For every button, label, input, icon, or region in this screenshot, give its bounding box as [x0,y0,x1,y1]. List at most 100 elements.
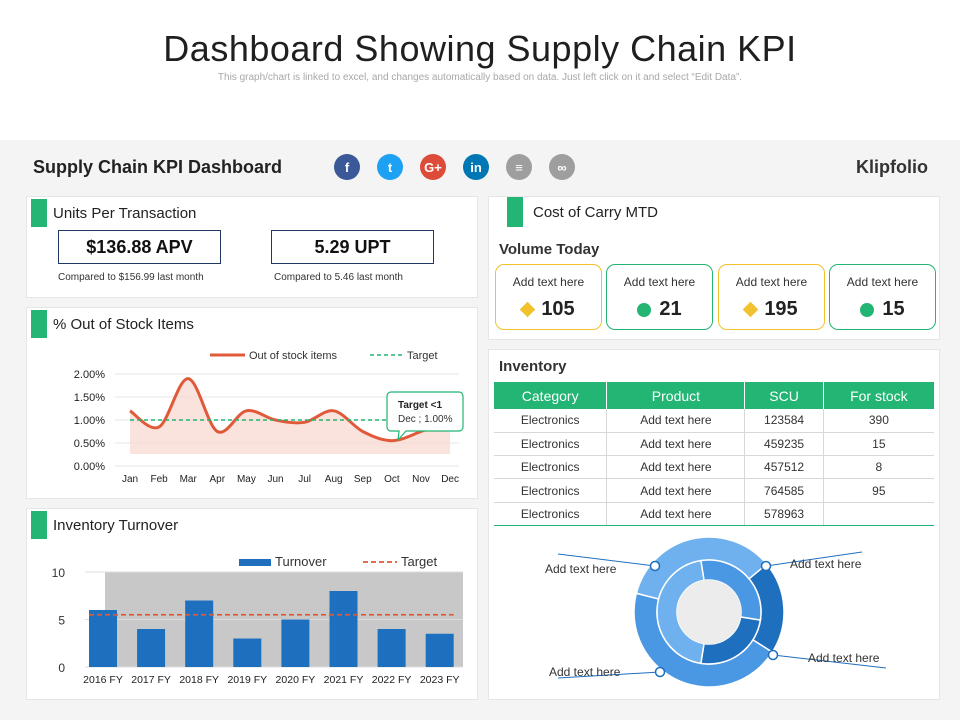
table-row: Electronics Add text here 457512 8 [494,455,934,480]
linkedin-icon[interactable]: in [463,154,489,180]
callout-box [386,391,464,442]
page-title: Dashboard Showing Supply Chain KPI [163,28,797,69]
x-tick-label: 2019 FY [227,674,267,686]
twitter-icon[interactable]: t [377,154,403,180]
x-tick-label: Feb [150,474,168,485]
inventory-title: Inventory [499,358,567,375]
y-tick-label: 1.50% [74,392,105,404]
y-tick-label: 10 [52,566,66,580]
turnover-bar [89,610,117,667]
document-icon[interactable]: ≡ [506,154,532,180]
table-header: Product [606,382,746,409]
table-cell: Add text here [606,455,746,480]
table-row: Electronics Add text here 123584 390 [494,409,934,433]
section-marker [31,199,47,227]
volume-number: 105 [541,298,575,320]
callout-title: Target <1 [398,400,442,411]
out-of-stock-title: % Out of Stock Items [53,315,194,333]
legend-label: Out of stock items [249,350,338,362]
x-tick-label: Apr [210,474,226,485]
label-dot [760,560,772,572]
table-cell: Electronics [494,502,608,526]
table-cell: Electronics [494,455,608,480]
label-dot [767,649,779,661]
table-row: Electronics Add text here 578963 [494,502,934,526]
x-tick-label: Jun [267,474,283,485]
x-tick-label: Nov [412,474,430,485]
turnover-title: Inventory Turnover [53,516,179,534]
legend-label: Target [401,554,438,569]
link-icon[interactable]: ∞ [549,154,575,180]
callout-text: Dec ; 1.00% [398,414,453,425]
table-cell: 8 [823,455,934,480]
x-tick-label: 2021 FY [324,674,364,686]
google-plus-icon[interactable]: G+ [420,154,446,180]
label-dot [654,666,666,678]
donut-label: Add text here [790,557,862,571]
label-connector [557,553,656,567]
x-tick-label: Sep [354,474,372,485]
turnover-bar [425,633,454,667]
x-tick-label: Oct [384,474,400,485]
x-tick-label: Jul [298,474,311,485]
table-row: Electronics Add text here 459235 15 [494,432,934,457]
table-header: For stock [823,382,934,409]
inventory-table: Category Product SCU For stock Electronics A… [494,382,934,526]
x-tick-label: 2017 FY [131,674,171,686]
x-tick-label: 2018 FY [179,674,219,686]
out-of-stock-chart: 0.00% 0.50% 1.00% 1.50% 2.00% Jan Feb Mar Apr May… [74,350,464,485]
y-tick-label: 1.00% [74,415,105,427]
table-cell: Add text here [606,502,746,526]
label-dot [649,560,661,572]
turnover-bar [329,591,358,667]
x-tick-label: May [237,474,256,485]
x-tick-label: Aug [325,474,343,485]
turnover-card: Inventory Turnover 0 5 10 2016 FY 2017 FY 201… [26,508,478,700]
table-cell: 123584 [744,409,824,433]
turnover-chart: 0 5 10 2016 FY 2017 FY 2018 FY 2019 FY 2020 FY 2… [52,554,463,686]
x-tick-label: 2022 FY [372,674,412,686]
section-marker [31,310,47,338]
table-cell [823,502,934,526]
volume-card-value: 15 [830,298,935,321]
y-tick-label: 0.50% [74,438,105,450]
x-tick-label: Jan [122,474,138,485]
table-cell: 95 [823,478,934,503]
table-cell: Electronics [494,478,608,503]
table-row: Electronics Add text here 764585 95 [494,478,934,503]
turnover-bar [137,629,166,667]
table-cell: 459235 [744,432,824,457]
page-subtitle: This graph/chart is linked to excel, and… [217,72,743,83]
volume-card-label: Add text here [512,275,585,289]
turnover-bar [377,629,406,667]
x-tick-label: 2020 FY [276,674,316,686]
table-cell: 764585 [744,478,824,503]
volume-card: Add text here 105 [495,264,602,330]
volume-card-value: 21 [607,298,712,321]
target-callout: Target <1 Dec ; 1.00% [386,391,464,442]
cost-of-carry-title: Cost of Carry MTD [533,203,659,221]
table-header: Category [494,382,608,409]
dashboard-title: Supply Chain KPI Dashboard [33,157,283,177]
section-marker [31,511,47,539]
dot-icon [637,302,652,317]
inventory-donut-chart: Add text here Add text here Add text here A… [545,536,887,688]
x-tick-label: 2016 FY [83,674,123,686]
x-tick-label: Dec [441,474,459,485]
volume-card: Add text here 195 [718,264,825,330]
volume-number: 195 [764,298,798,320]
donut-label: Add text here [549,665,621,679]
upt-note: Compared to 5.46 last month [274,272,403,283]
table-cell: 578963 [744,502,824,526]
brand-name: Klipfolio [856,157,928,177]
label-connector [765,551,863,567]
volume-card-label: Add text here [735,275,808,289]
donut-label: Add text here [808,651,880,665]
upt-card: Units Per Transaction $136.88 APV Compar… [26,196,478,298]
turnover-bar [233,638,262,667]
facebook-icon[interactable]: f [334,154,360,180]
x-tick-label: Mar [180,474,198,485]
volume-card-value: 105 [496,298,601,321]
table-cell: Electronics [494,409,608,433]
apv-value: $136.88 APV [58,230,221,264]
